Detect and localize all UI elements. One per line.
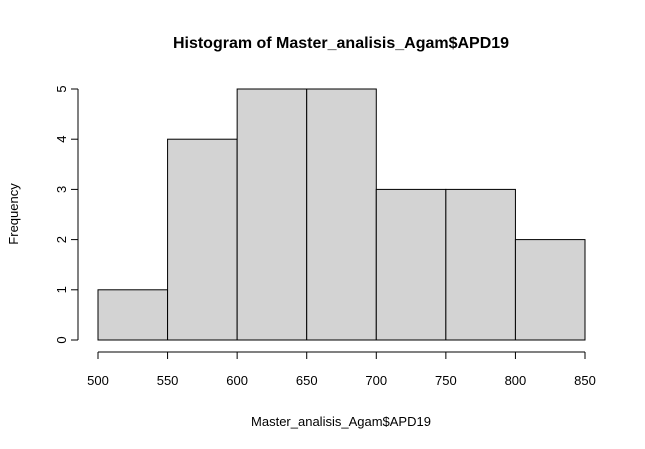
x-tick-label: 700 — [365, 373, 387, 388]
y-tick-label: 1 — [54, 286, 69, 293]
y-tick-label: 4 — [54, 136, 69, 143]
y-axis-label: Frequency — [6, 183, 21, 245]
histogram-bar-700-750 — [375, 188, 447, 341]
histogram-bar-550-600 — [167, 138, 238, 341]
x-tick-label: 650 — [296, 373, 318, 388]
x-tick-label: 850 — [574, 373, 596, 388]
x-tick-label: 750 — [435, 373, 457, 388]
y-tick-label: 0 — [54, 336, 69, 343]
x-tick-label: 600 — [226, 373, 248, 388]
histogram-bar-650-700 — [306, 88, 377, 341]
y-tick-label: 2 — [54, 236, 69, 243]
x-tick-label: 550 — [157, 373, 179, 388]
bars-group — [97, 88, 586, 341]
histogram-bar-750-800 — [445, 188, 516, 341]
y-axis: 0 1 2 3 4 5 — [54, 85, 79, 344]
histogram-bar-600-650 — [236, 88, 308, 341]
x-axis: 500 550 600 650 700 750 800 850 — [87, 351, 596, 388]
x-axis-label: Master_analisis_Agam$APD19 — [251, 414, 431, 429]
y-tick-label: 5 — [54, 85, 69, 92]
x-tick-label: 800 — [505, 373, 527, 388]
histogram-bar-800-850 — [514, 239, 586, 341]
y-tick-label: 3 — [54, 186, 69, 193]
histogram-bar-500-550 — [97, 289, 169, 341]
chart-title: Histogram of Master_analisis_Agam$APD19 — [173, 35, 509, 52]
x-tick-label: 500 — [87, 373, 109, 388]
